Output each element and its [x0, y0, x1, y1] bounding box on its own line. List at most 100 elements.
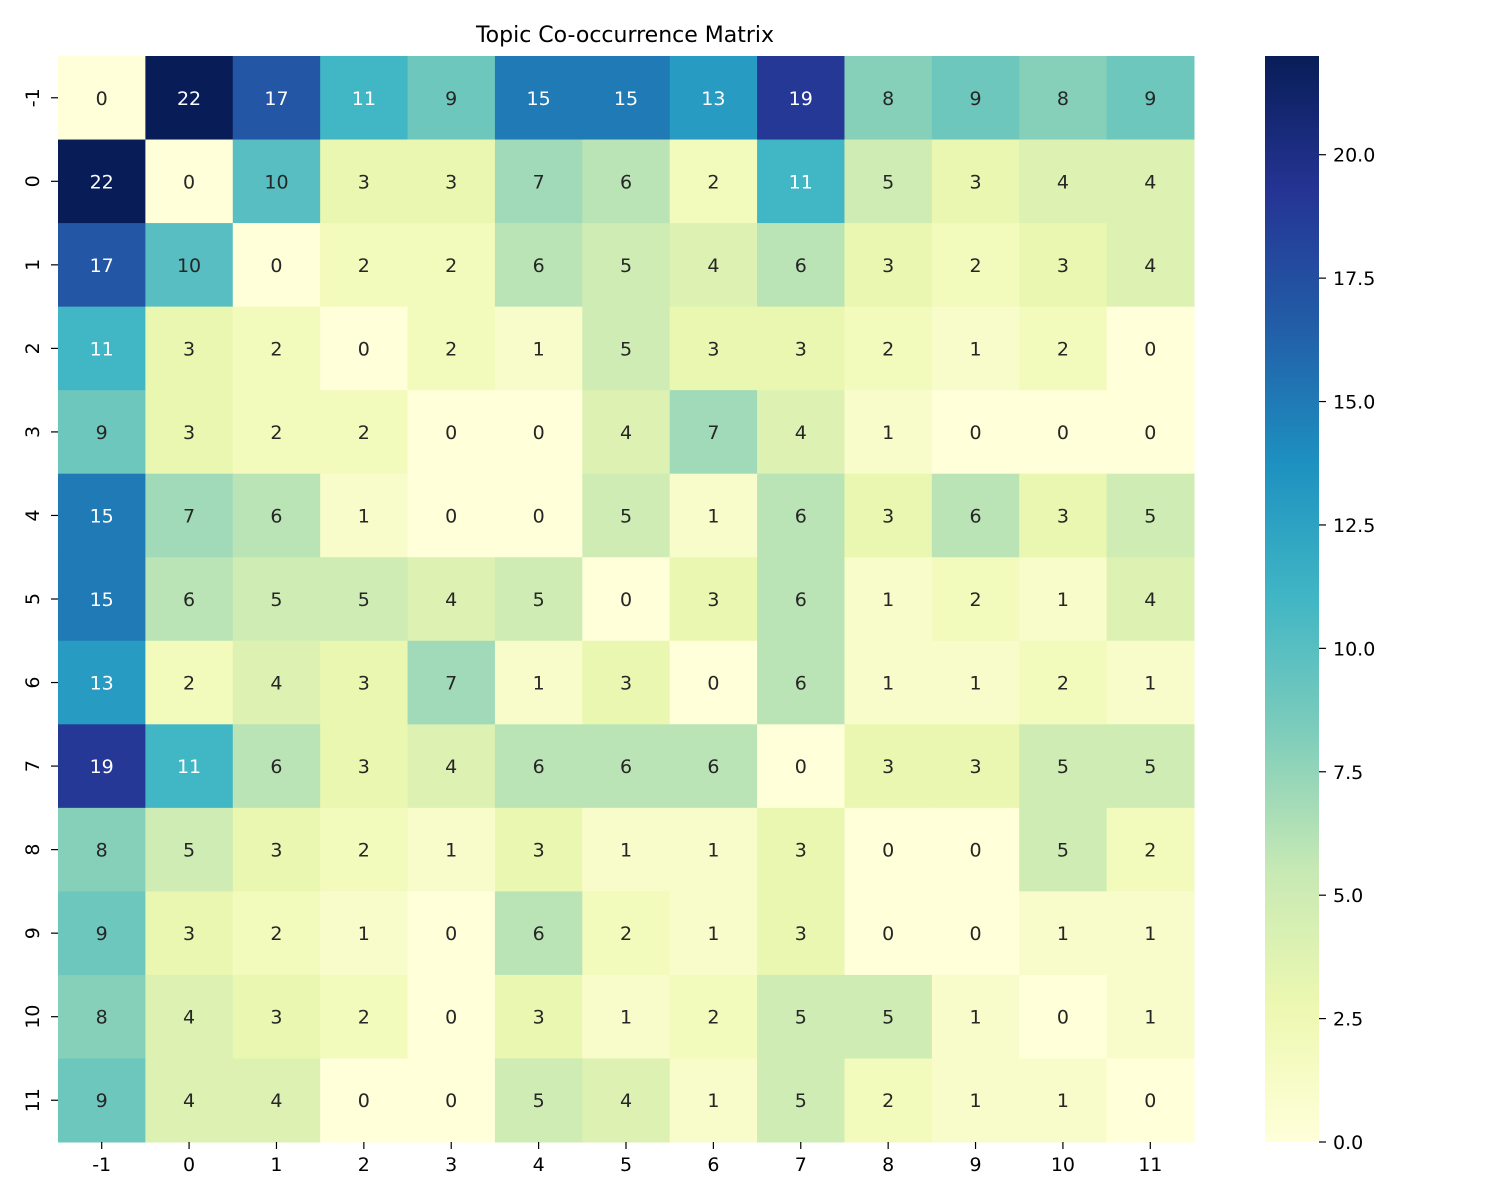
cell-value-label: 5 [533, 1090, 545, 1112]
heatmap-cell [320, 557, 409, 642]
colorbar-tick-label: 20.0 [1333, 145, 1375, 167]
cell-value-label: 6 [533, 756, 545, 778]
heatmap-cell [931, 891, 1020, 976]
cell-value-label: 1 [707, 923, 719, 945]
cell-value-label: 9 [96, 923, 108, 945]
cell-value-label: 3 [445, 171, 457, 193]
cell-value-label: 5 [533, 589, 545, 611]
heatmap-cell [145, 306, 234, 391]
cell-value-label: 6 [795, 589, 807, 611]
heatmap-cell [1106, 557, 1195, 642]
cell-value-label: 5 [1144, 505, 1156, 527]
cell-value-label: 2 [445, 255, 457, 277]
heatmap-cell [407, 139, 496, 224]
cell-value-label: 1 [707, 1090, 719, 1112]
cell-value-label: 2 [882, 338, 894, 360]
heatmap-cell [494, 974, 583, 1059]
cell-value-label: 0 [969, 840, 981, 862]
heatmap-cell [1019, 724, 1108, 809]
heatmap-cell [1019, 1058, 1108, 1143]
y-tick-label: 11 [22, 1088, 44, 1112]
heatmap-cell [582, 306, 671, 391]
cell-value-label: 2 [1057, 338, 1069, 360]
cell-value-label: 9 [96, 1090, 108, 1112]
cell-value-label: 1 [882, 422, 894, 444]
cell-value-label: 4 [1144, 171, 1156, 193]
heatmap-cell [582, 724, 671, 809]
cell-value-label: 3 [795, 840, 807, 862]
cell-value-label: 5 [795, 1007, 807, 1029]
heatmap-cell [58, 473, 146, 558]
heatmap-cell [1019, 557, 1108, 642]
heatmap-cell [232, 223, 321, 308]
heatmap-cell [407, 807, 496, 892]
heatmap-cell [494, 390, 583, 475]
cell-value-label: 17 [90, 255, 114, 277]
heatmap-cell [494, 139, 583, 224]
heatmap-cell [320, 974, 409, 1059]
heatmap-cell [1106, 891, 1195, 976]
cell-value-label: 2 [707, 1007, 719, 1029]
cell-value-label: 1 [1057, 1090, 1069, 1112]
heatmap-cell [844, 557, 933, 642]
heatmap-cell [931, 724, 1020, 809]
x-tick-label: 10 [1051, 1154, 1075, 1176]
cell-value-label: 5 [620, 338, 632, 360]
cell-value-label: 1 [707, 840, 719, 862]
heatmap-cell [232, 891, 321, 976]
heatmap-cell [320, 306, 409, 391]
cell-value-label: 0 [1144, 1090, 1156, 1112]
cell-value-label: 4 [620, 422, 632, 444]
heatmap-cell [1106, 473, 1195, 558]
heatmap-cell [320, 640, 409, 725]
heatmap-cell [232, 306, 321, 391]
cell-value-label: 2 [270, 923, 282, 945]
heatmap-cell [145, 974, 234, 1059]
y-axis: -1 0 1 2 3 4 5 6 7 8 9 10 11 [22, 88, 58, 1112]
cell-value-label: 6 [795, 673, 807, 695]
cell-value-label: 5 [795, 1090, 807, 1112]
heatmap-cell [494, 640, 583, 725]
cell-value-label: 6 [620, 171, 632, 193]
cell-value-label: 1 [707, 505, 719, 527]
heatmap-cell [145, 724, 234, 809]
cell-value-label: 7 [707, 422, 719, 444]
cell-value-label: 1 [882, 589, 894, 611]
heatmap-cell [58, 724, 146, 809]
heatmap-cell [1106, 974, 1195, 1059]
cell-value-label: 1 [620, 1007, 632, 1029]
heatmap-cell [494, 1058, 583, 1143]
heatmap-cell [232, 724, 321, 809]
heatmap-cell [320, 891, 409, 976]
heatmap-cell [145, 390, 234, 475]
colorbar-tick-label: 15.0 [1333, 392, 1375, 414]
heatmap-cell [1019, 223, 1108, 308]
cell-value-label: 1 [620, 840, 632, 862]
cell-value-label: 6 [533, 255, 545, 277]
cell-value-label: 7 [183, 505, 195, 527]
x-tick-label: 6 [707, 1154, 719, 1176]
colorbar-tick-label: 2.5 [1333, 1009, 1363, 1031]
y-tick-label: 10 [22, 1005, 44, 1029]
heatmap-cell [844, 1058, 933, 1143]
cell-value-label: 15 [614, 88, 638, 110]
cell-value-label: 1 [1144, 673, 1156, 695]
cell-value-label: 8 [1057, 88, 1069, 110]
cell-value-label: 2 [270, 338, 282, 360]
cell-value-label: 11 [789, 171, 813, 193]
heatmap-cell [844, 640, 933, 725]
x-tick-label: 7 [795, 1154, 807, 1176]
heatmap-cell [931, 1058, 1020, 1143]
cell-value-label: 1 [1057, 923, 1069, 945]
cell-value-label: 4 [1057, 171, 1069, 193]
cell-value-label: 13 [701, 88, 725, 110]
heatmap-cell [1019, 891, 1108, 976]
cell-value-label: 3 [882, 255, 894, 277]
heatmap-cell [407, 640, 496, 725]
cell-value-label: 6 [533, 923, 545, 945]
heatmap-cell [1019, 974, 1108, 1059]
heatmap-cell [494, 891, 583, 976]
x-tick-label: 4 [533, 1154, 545, 1176]
heatmap-cell [58, 223, 146, 308]
heatmap-cell [1106, 306, 1195, 391]
